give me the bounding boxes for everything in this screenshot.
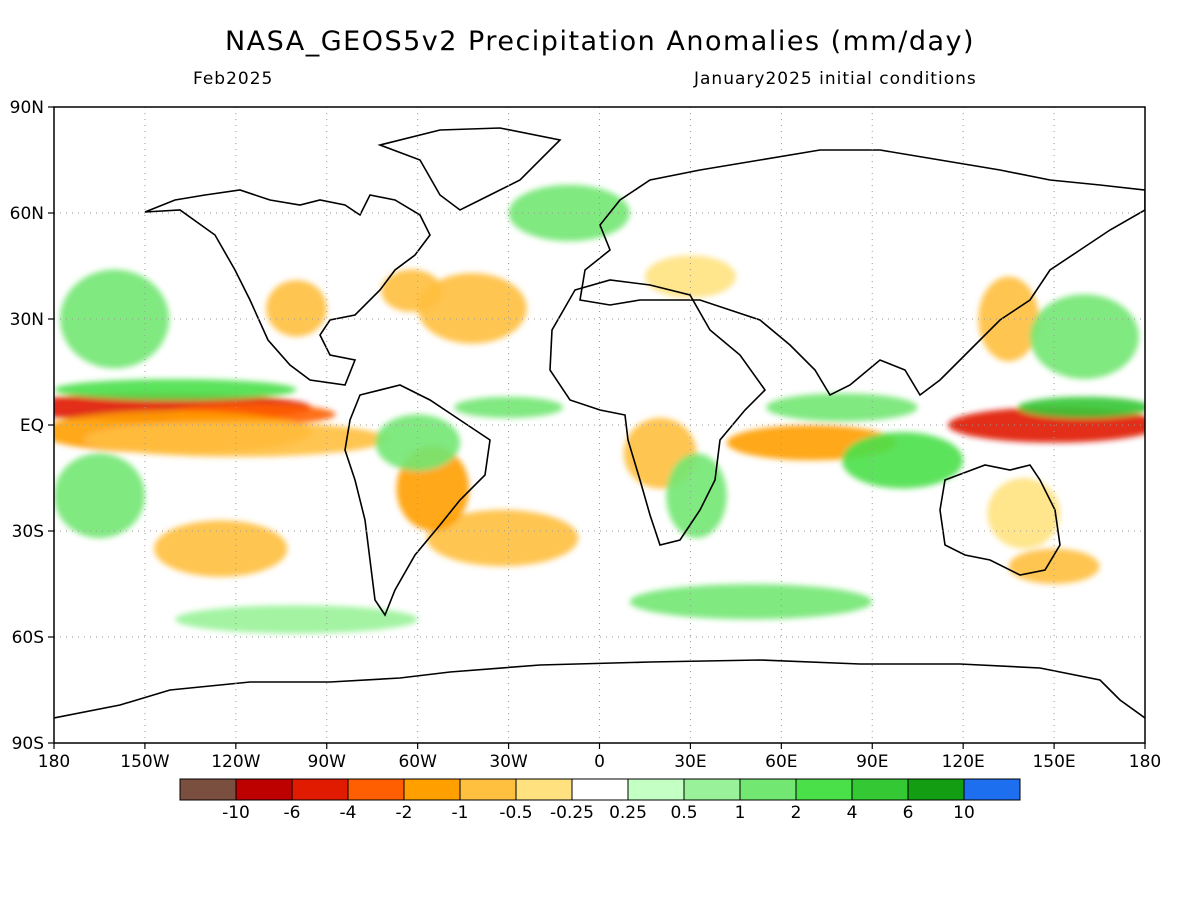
colorbar-label: -1 — [452, 803, 469, 823]
x-tick-label: 120W — [211, 752, 260, 772]
anomaly-region-21 — [1017, 396, 1145, 418]
australia-outline — [939, 464, 1061, 576]
x-tick-label: 60E — [765, 752, 797, 772]
x-tick-label: 120E — [942, 752, 985, 772]
colorbar-label: -0.25 — [550, 803, 594, 823]
anomaly-region-25 — [1008, 548, 1100, 584]
y-tick-label: 60S — [12, 628, 44, 648]
colorbar-label: 0.5 — [670, 803, 697, 823]
colorbar-swatch — [795, 778, 853, 801]
valid-month-label: Feb2025 — [193, 69, 274, 89]
x-tick-label: 30W — [489, 752, 528, 772]
anomaly-region-7 — [266, 280, 327, 337]
anomaly-region-18 — [766, 393, 918, 422]
y-tick-label: 60N — [10, 204, 44, 224]
x-tick-label: 0 — [594, 752, 605, 772]
north-america-outline — [144, 189, 431, 386]
anomaly-region-29 — [175, 605, 418, 634]
y-tick-label: 30N — [10, 310, 44, 330]
axis-ticks: 180 150W 120W 90W 60W 30W 0 30E 60E 90E 120E 150E 18… — [10, 98, 1162, 772]
colorbar-swatch — [851, 778, 909, 801]
anomaly-region-8 — [417, 273, 527, 344]
anomaly-region-26 — [508, 184, 630, 242]
anomaly-region-19 — [841, 432, 964, 489]
x-tick-label: 90E — [856, 752, 888, 772]
colorbar-label: 4 — [847, 803, 858, 823]
colorbar-swatch — [683, 778, 741, 801]
y-tick-label: 30S — [12, 522, 44, 542]
south-america-outline — [344, 384, 491, 617]
anomaly-region-6 — [54, 453, 145, 539]
anomaly-region-11 — [426, 509, 579, 567]
colorbar-swatch — [291, 778, 349, 801]
chart-title: NASA_GEOS5v2 Precipitation Anomalies (mm… — [224, 26, 976, 57]
colorbar-swatch — [459, 778, 517, 801]
colorbar-label: -0.5 — [499, 803, 532, 823]
colorbar-label: 10 — [953, 803, 975, 823]
anomaly-region-4 — [54, 379, 297, 401]
colorbar-label: -2 — [396, 803, 413, 823]
anomaly-region-16 — [666, 453, 727, 539]
colorbar-swatch — [739, 778, 797, 801]
anomaly-region-28 — [629, 584, 873, 620]
colorbar-swatch — [627, 778, 685, 801]
colorbar-label: -10 — [222, 803, 250, 823]
y-tick-label: EQ — [20, 416, 44, 436]
africa-outline — [549, 279, 767, 546]
initial-conditions-label: January2025 initial conditions — [694, 69, 977, 89]
colorbar-label: -4 — [340, 803, 357, 823]
anomaly-region-9 — [381, 269, 442, 312]
colorbar-swatch — [347, 778, 405, 801]
colorbar-swatch — [907, 778, 965, 801]
y-tick-label: 90S — [12, 734, 44, 754]
colorbar-label: 1 — [735, 803, 746, 823]
greenland-outline — [377, 127, 562, 211]
continents — [54, 127, 1145, 719]
colorbar-swatch — [571, 778, 629, 801]
x-tick-label: 150E — [1032, 752, 1075, 772]
x-tick-label: 180 — [1129, 752, 1161, 772]
antarctica-outline — [54, 659, 1145, 719]
graticule — [54, 107, 1145, 743]
colorbar-label: -6 — [284, 803, 301, 823]
x-tick-label: 60W — [398, 752, 437, 772]
y-tick-label: 90N — [10, 98, 44, 118]
eurasia-outline — [579, 149, 1145, 397]
colorbar-swatch — [963, 778, 1021, 801]
anomaly-region-27 — [644, 255, 736, 298]
anomaly-region-24 — [987, 477, 1061, 549]
colorbar-swatch — [515, 778, 573, 801]
x-tick-label: 150W — [120, 752, 169, 772]
colorbar-label: 2 — [791, 803, 802, 823]
colorbar-swatch — [403, 778, 461, 801]
colorbar-swatch — [235, 778, 293, 801]
anomaly-layer — [54, 184, 1145, 634]
colorbar-label: 0.25 — [609, 803, 647, 823]
anomaly-region-3 — [84, 421, 388, 457]
x-tick-label: 30E — [674, 752, 706, 772]
x-tick-label: 180 — [38, 752, 70, 772]
x-tick-label: 90W — [308, 752, 347, 772]
colorbar-label: 6 — [903, 803, 914, 823]
colorbar-swatch — [179, 778, 237, 801]
anomaly-region-10 — [154, 520, 288, 577]
anomaly-region-13 — [375, 414, 461, 471]
anomaly-region-23 — [1029, 294, 1139, 380]
colorbar: -10 -6 -4 -2 -1 -0.5 -0.25 0.25 0.5 1 2 4 6 10 — [179, 778, 1021, 823]
